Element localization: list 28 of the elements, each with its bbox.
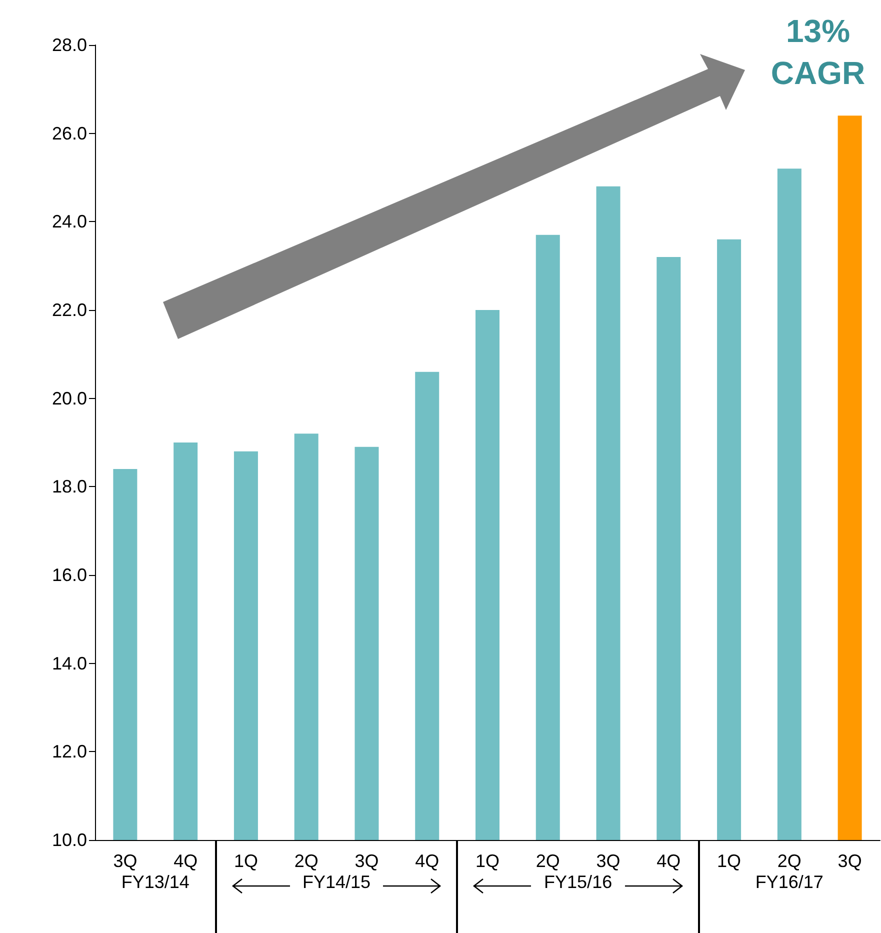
x-tick-label: 3Q [596, 851, 620, 871]
y-tick-label: 14.0 [52, 653, 87, 674]
text: FY14/15 [302, 872, 371, 893]
y-tick-label: 12.0 [52, 742, 87, 762]
x-tick-label: 2Q [536, 851, 560, 871]
x-tick-label: 4Q [415, 851, 440, 871]
y-tick-label: 22.0 [52, 300, 87, 320]
y-tick-label: 26.0 [52, 123, 87, 144]
y-tick-label: 24.0 [52, 212, 87, 232]
y-tick-label: 16.0 [52, 565, 87, 585]
y-tick-label: 18.0 [52, 476, 87, 497]
x-tick-label: 2Q [294, 851, 318, 871]
text: FY16/17 [755, 872, 824, 893]
x-tick-label: 3Q [838, 851, 862, 871]
y-tick-label: 10.0 [52, 830, 87, 850]
y-tick-label: 28.0 [52, 35, 87, 55]
text: FY15/16 [544, 872, 612, 893]
text: FY13/14 [121, 872, 190, 893]
x-tick-label: 3Q [354, 851, 379, 871]
x-tick-label: 1Q [475, 851, 500, 871]
x-tick-label: 4Q [174, 851, 198, 871]
annotation: 13% CAGR [770, 12, 866, 93]
x-tick-label: 3Q [113, 851, 138, 871]
x-tick-label: 2Q [777, 851, 802, 871]
x-tick-label: 4Q [656, 851, 681, 871]
y-tick-label: 20.0 [52, 388, 87, 408]
x-tick-label: 1Q [234, 851, 258, 871]
x-tick-label: 1Q [717, 851, 742, 871]
